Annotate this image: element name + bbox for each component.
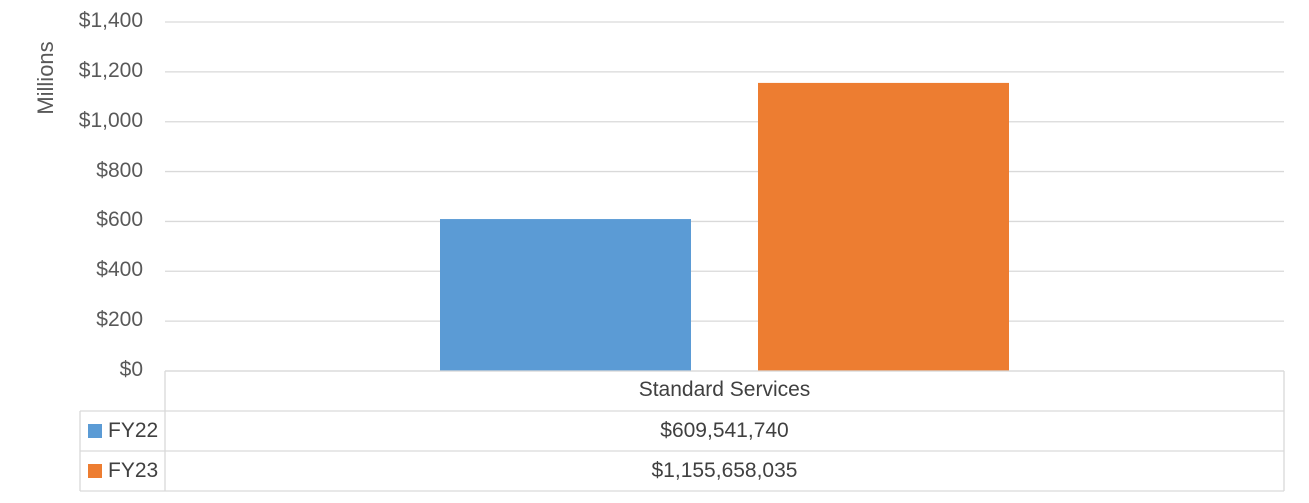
y-tick-label: $400 xyxy=(96,258,143,282)
legend-entry-fy22: FY22 xyxy=(88,411,158,451)
y-tick-label: $600 xyxy=(96,208,143,232)
legend-swatch-fy22 xyxy=(88,424,102,438)
y-tick-label: $200 xyxy=(96,308,143,332)
y-tick-label: $800 xyxy=(96,158,143,182)
data-table-value-fy23: $1,155,658,035 xyxy=(651,459,798,482)
legend-label-fy23: FY23 xyxy=(108,459,159,482)
legend-label-fy22: FY22 xyxy=(108,419,159,442)
legend-entry-fy23: FY23 xyxy=(88,451,158,491)
bar-fy22 xyxy=(440,219,691,371)
y-tick-label: $1,200 xyxy=(78,58,143,82)
y-tick-label: $1,000 xyxy=(78,108,143,132)
bar-fy23 xyxy=(758,82,1009,372)
y-tick-label: $0 xyxy=(119,358,143,381)
legend-swatch-fy23 xyxy=(88,464,102,478)
category-label: Standard Services xyxy=(638,378,811,401)
data-table-value-fy22: $609,541,740 xyxy=(660,419,789,442)
y-tick-label: $1,400 xyxy=(78,9,143,32)
